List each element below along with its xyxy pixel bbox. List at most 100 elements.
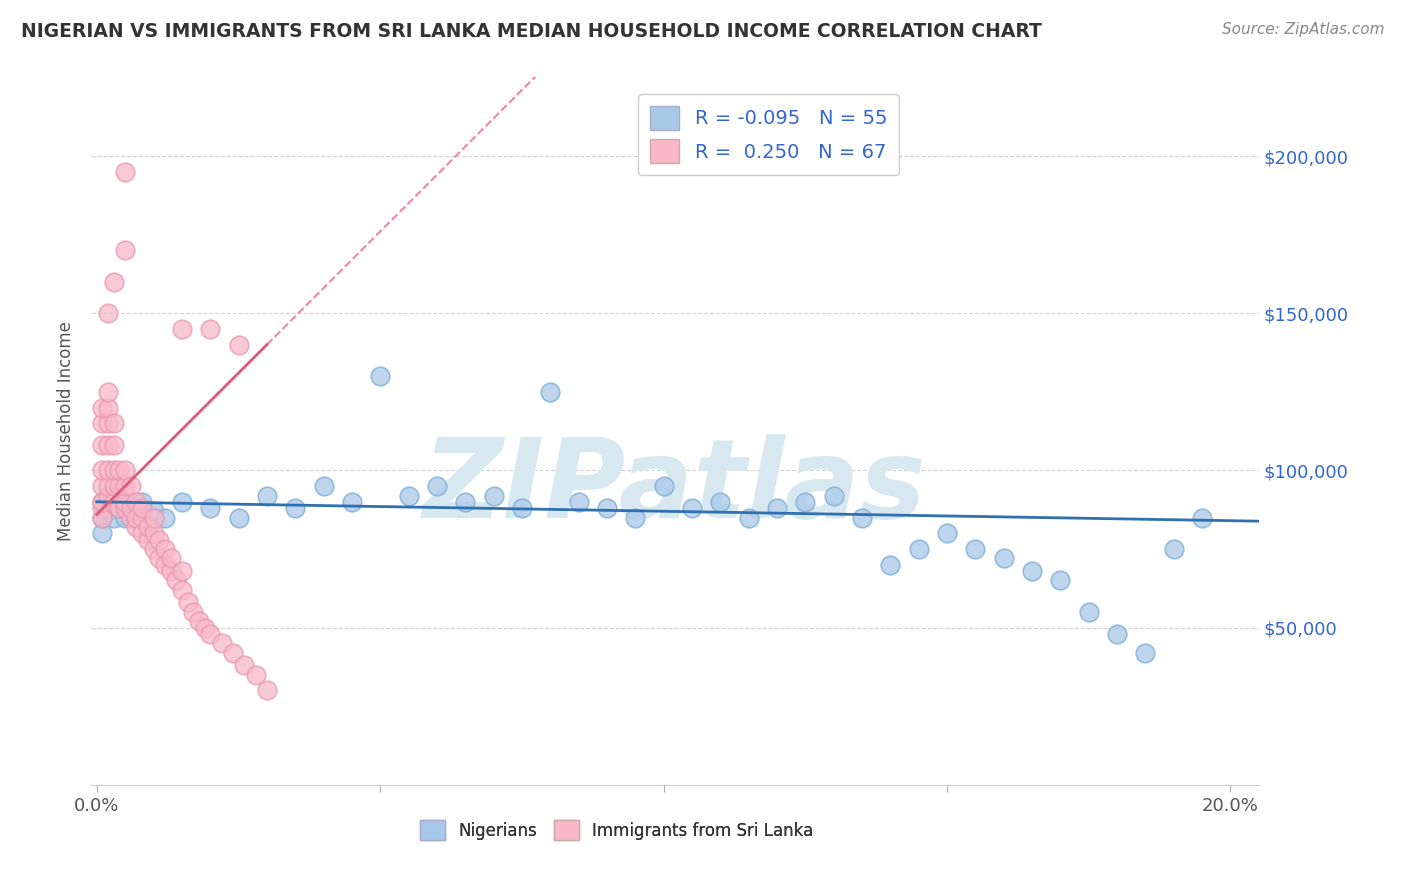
Point (103, 275, 125, 289)
Point (228, 337, 250, 351)
Point (114, 510, 136, 524)
Point (170, 495, 193, 509)
Point (1135, 646, 1157, 660)
Point (193, 621, 215, 635)
Point (340, 495, 363, 509)
Point (176, 595, 198, 609)
Point (1107, 627, 1129, 641)
Point (228, 510, 250, 524)
Point (97, 479, 120, 493)
Point (142, 504, 165, 518)
Point (170, 322, 193, 336)
Point (148, 533, 170, 547)
Point (91, 401, 114, 415)
Point (907, 541, 929, 556)
Point (879, 558, 901, 572)
Point (256, 683, 278, 698)
Point (91, 438, 114, 452)
Point (170, 582, 193, 597)
Point (97, 438, 120, 452)
Point (97, 306, 120, 320)
Point (211, 636, 233, 650)
Text: Source: ZipAtlas.com: Source: ZipAtlas.com (1222, 22, 1385, 37)
Point (120, 504, 142, 518)
Point (97, 489, 120, 503)
Point (823, 489, 845, 503)
Point (103, 416, 125, 430)
Point (1021, 564, 1043, 578)
Point (108, 479, 131, 493)
Point (120, 510, 142, 524)
Point (131, 495, 153, 509)
Point (284, 501, 307, 516)
Point (97, 401, 120, 415)
Point (114, 463, 136, 477)
Point (114, 479, 136, 493)
Point (108, 463, 131, 477)
Point (114, 501, 136, 516)
Point (136, 533, 159, 547)
Point (454, 495, 477, 509)
Point (142, 526, 165, 541)
Point (131, 501, 153, 516)
Point (103, 495, 125, 509)
Point (233, 658, 256, 673)
Point (103, 463, 125, 477)
Point (108, 501, 131, 516)
Point (91, 510, 114, 524)
Point (142, 541, 165, 556)
Point (97, 463, 120, 477)
Point (125, 510, 148, 524)
Point (652, 479, 675, 493)
Point (187, 615, 209, 629)
Point (97, 416, 120, 430)
Point (125, 501, 148, 516)
Point (482, 489, 505, 503)
Legend: Nigerians, Immigrants from Sri Lanka: Nigerians, Immigrants from Sri Lanka (413, 814, 820, 847)
Point (91, 416, 114, 430)
Point (624, 510, 647, 524)
Point (125, 495, 148, 509)
Point (851, 510, 873, 524)
Point (198, 322, 221, 336)
Point (142, 510, 165, 524)
Point (91, 495, 114, 509)
Point (568, 495, 591, 509)
Point (114, 244, 136, 258)
Point (538, 384, 561, 399)
Point (398, 489, 420, 503)
Point (222, 646, 245, 660)
Point (596, 501, 619, 516)
Point (148, 551, 170, 566)
Point (794, 495, 817, 509)
Point (131, 510, 153, 524)
Point (103, 438, 125, 452)
Point (170, 564, 193, 578)
Point (114, 495, 136, 509)
Point (993, 551, 1015, 566)
Point (108, 501, 131, 516)
Point (1049, 574, 1071, 588)
Point (312, 479, 335, 493)
Point (159, 551, 181, 566)
Point (97, 489, 120, 503)
Point (91, 479, 114, 493)
Point (103, 510, 125, 524)
Point (153, 541, 176, 556)
Point (245, 667, 267, 681)
Point (681, 501, 703, 516)
Point (91, 501, 114, 516)
Point (1163, 541, 1185, 556)
Point (153, 510, 176, 524)
Point (125, 520, 148, 534)
Point (198, 501, 221, 516)
Point (120, 501, 142, 516)
Point (368, 369, 391, 384)
Point (114, 165, 136, 179)
Point (1191, 510, 1213, 524)
Y-axis label: Median Household Income: Median Household Income (58, 321, 75, 541)
Point (97, 501, 120, 516)
Point (136, 520, 159, 534)
Point (120, 479, 142, 493)
Point (766, 501, 789, 516)
